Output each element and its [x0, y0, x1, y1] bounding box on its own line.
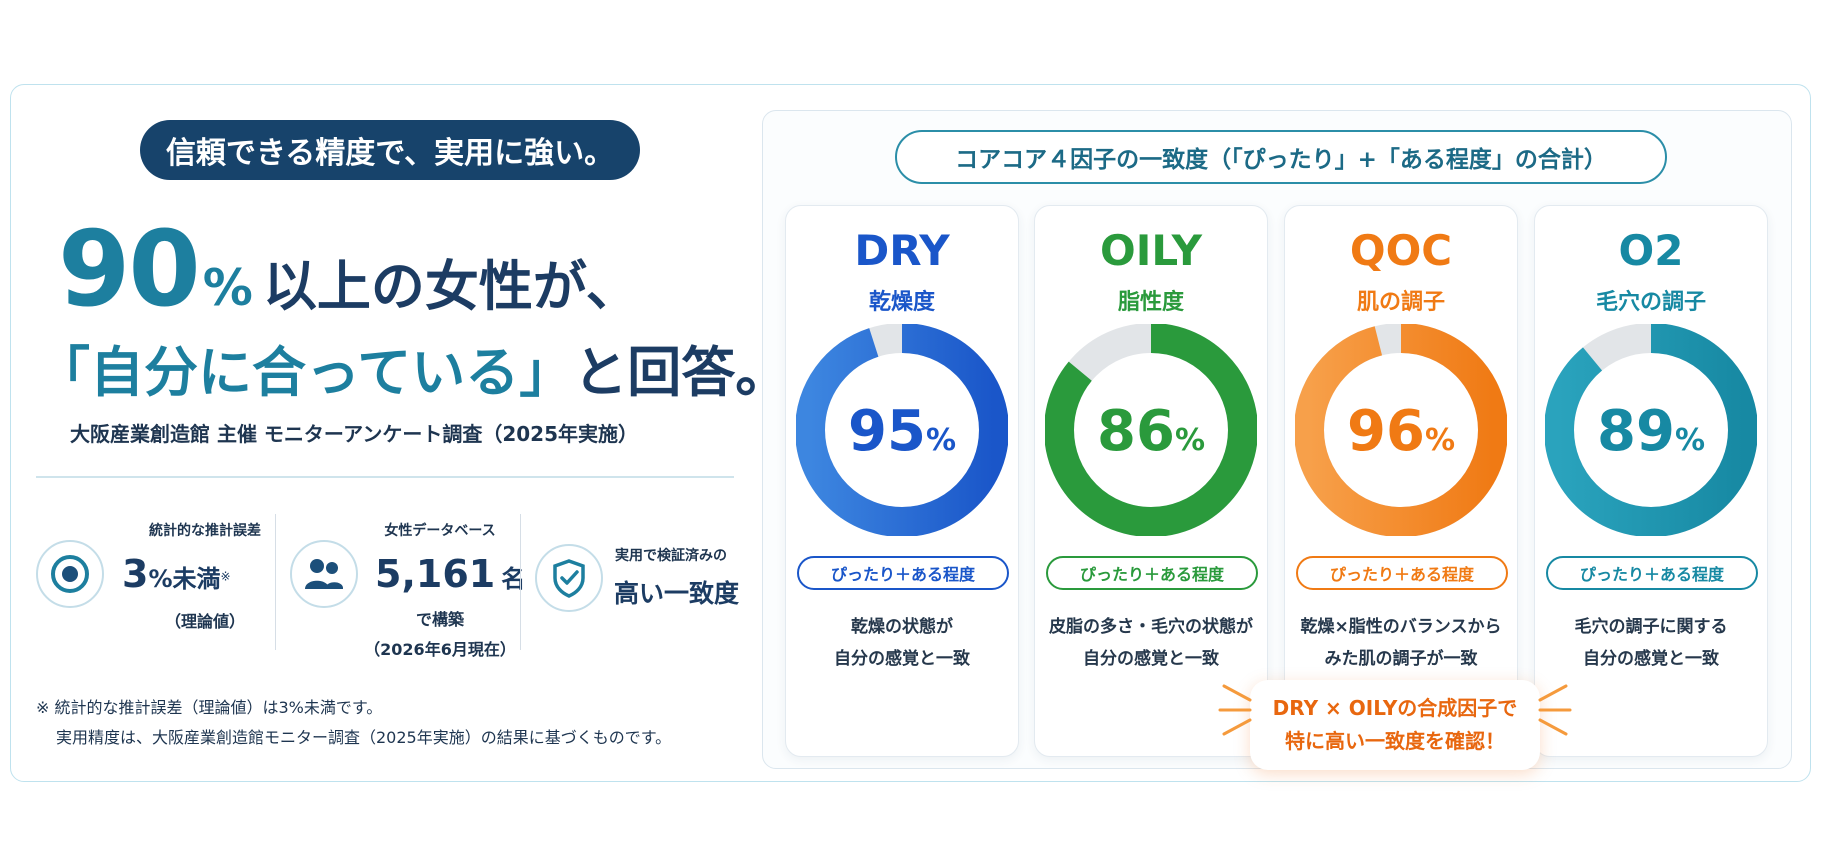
- users-icon: [290, 540, 358, 608]
- headline-line2: 「自分に合っている」と回答。: [36, 328, 789, 407]
- factor-name: 乾燥度: [868, 290, 935, 315]
- headline-text: 以上の女性が、: [262, 255, 640, 318]
- factor-card-dry: DRY 乾燥度ぴったり＋ある程度乾燥の状態が 自分の感覚と一致 95%: [785, 205, 1019, 757]
- factor-desc-line1: 乾燥の状態が: [851, 617, 953, 637]
- headline-number: 90: [58, 208, 201, 330]
- factor-code: OILY: [1100, 226, 1202, 275]
- donut-value-arc: [1045, 324, 1257, 536]
- stat-db-unit: 名: [501, 565, 526, 593]
- factor-name: 肌の調子: [1356, 290, 1445, 315]
- factor-desc-line2: 自分の感覚と一致: [834, 649, 970, 669]
- donut-value-number: 96: [1347, 399, 1425, 464]
- stat-error-unit: %未満: [148, 565, 221, 593]
- footnote-line1: ※ 統計的な推計誤差（理論値）は3%未満です。: [36, 698, 383, 717]
- factor-desc-line2: みた肌の調子が一致: [1324, 649, 1478, 669]
- donut-value-arc: [796, 324, 1008, 536]
- donut-value-label: 96%: [1347, 399, 1455, 464]
- callout-line2: 特に高い一致度を確認！: [1285, 729, 1505, 753]
- donut-dry: 95%: [796, 324, 1008, 536]
- stat-error-label: 統計的な推計誤差: [149, 523, 261, 539]
- headline-rest: と回答。: [573, 341, 790, 404]
- donut-value-unit: %: [1425, 423, 1455, 458]
- donut-value-unit: %: [1175, 423, 1205, 458]
- stat-separator: [520, 514, 521, 650]
- tagline-badge: 信頼できる精度で、実用に強い。: [140, 120, 640, 180]
- survey-source: 大阪産業創造館 主催 モニターアンケート調査（2025年実施）: [70, 422, 638, 446]
- donut-value-unit: %: [1675, 423, 1705, 458]
- factor-desc-line1: 皮脂の多さ・毛穴の状態が: [1049, 617, 1253, 637]
- factor-pill: ぴったり＋ある程度: [797, 556, 1009, 590]
- stat-error-sub: （理論値）: [164, 612, 245, 631]
- factor-desc: 毛穴の調子に関する 自分の感覚と一致: [1535, 611, 1767, 675]
- shield-check-icon: [535, 544, 603, 612]
- divider: [36, 476, 734, 478]
- donut-oily: 86%: [1045, 324, 1257, 536]
- factor-desc-line2: 自分の感覚と一致: [1083, 649, 1219, 669]
- stat-match-value: 高い一致度: [614, 579, 740, 608]
- factor-desc: 乾燥の状態が 自分の感覚と一致: [786, 611, 1018, 675]
- stat-separator: [275, 514, 276, 650]
- stat-db-label: 女性データベース: [384, 523, 496, 539]
- donut-value-label: 86%: [1097, 399, 1205, 464]
- donut-value-arc: [1545, 324, 1757, 536]
- target-icon: [36, 540, 104, 608]
- donut-value-number: 89: [1597, 399, 1675, 464]
- donut-value-number: 95: [848, 399, 926, 464]
- stat-match-label: 実用で検証済みの: [615, 548, 727, 564]
- factor-code: QOC: [1349, 226, 1453, 275]
- donut-qoc: 96%: [1295, 324, 1507, 536]
- factor-name: 脂性度: [1117, 290, 1184, 315]
- factor-pill: ぴったり＋ある程度: [1296, 556, 1508, 590]
- stat-error-number: 3: [122, 552, 149, 596]
- stat-error-value: 3%未満※: [122, 552, 231, 596]
- stat-db-value: 5,161 名: [375, 552, 525, 596]
- highlight-callout: DRY × OILYの合成因子で 特に高い一致度を確認！: [1250, 680, 1540, 770]
- callout-line1: DRY × OILYの合成因子で: [1272, 696, 1518, 720]
- donut-value-unit: %: [926, 423, 956, 458]
- stat-error-mark: ※: [220, 569, 231, 584]
- chart-title: コアコア４因子の一致度（「ぴったり」+「ある程度」の合計）: [895, 130, 1667, 184]
- factor-code: O2: [1618, 226, 1684, 275]
- footnote-line2: 実用精度は、大阪産業創造館モニター調査（2025年実施）の結果に基づくものです。: [56, 728, 672, 747]
- headline-line1: 90 % 以上の女性が、: [58, 208, 640, 330]
- factor-desc: 皮脂の多さ・毛穴の状態が 自分の感覚と一致: [1035, 611, 1267, 675]
- donut-value-label: 89%: [1597, 399, 1705, 464]
- headline-accent: 「自分に合っている」: [36, 341, 574, 404]
- factor-desc: 乾燥×脂性のバランスから みた肌の調子が一致: [1285, 611, 1517, 675]
- stat-db-sub1: で構築: [415, 610, 464, 629]
- donut-value-label: 95%: [848, 399, 956, 464]
- headline-percent: %: [202, 259, 253, 317]
- donut-value-number: 86: [1097, 399, 1175, 464]
- factor-desc-line1: 乾燥×脂性のバランスから: [1300, 617, 1502, 637]
- factor-pill: ぴったり＋ある程度: [1546, 556, 1758, 590]
- factor-desc-line1: 毛穴の調子に関する: [1574, 617, 1728, 637]
- factor-name: 毛穴の調子: [1595, 290, 1706, 315]
- factor-card-qoc: QOC 肌の調子ぴったり＋ある程度乾燥×脂性のバランスから みた肌の調子が一致 96%: [1284, 205, 1518, 757]
- burst-right-icon: [1538, 684, 1572, 736]
- donut-value-arc: [1295, 324, 1507, 536]
- donut-o2: 89%: [1545, 324, 1757, 536]
- factor-code: DRY: [854, 226, 950, 275]
- factor-card-oily: OILY 脂性度ぴったり＋ある程度皮脂の多さ・毛穴の状態が 自分の感覚と一致 86%: [1034, 205, 1268, 757]
- factor-card-o2: O2 毛穴の調子ぴったり＋ある程度毛穴の調子に関する 自分の感覚と一致 89%: [1534, 205, 1768, 757]
- stat-db-number: 5,161: [375, 552, 496, 596]
- burst-left-icon: [1218, 684, 1252, 736]
- factor-pill: ぴったり＋ある程度: [1046, 556, 1258, 590]
- factor-desc-line2: 自分の感覚と一致: [1583, 649, 1719, 669]
- stat-db-sub2: （2026年6月現在）: [364, 640, 516, 659]
